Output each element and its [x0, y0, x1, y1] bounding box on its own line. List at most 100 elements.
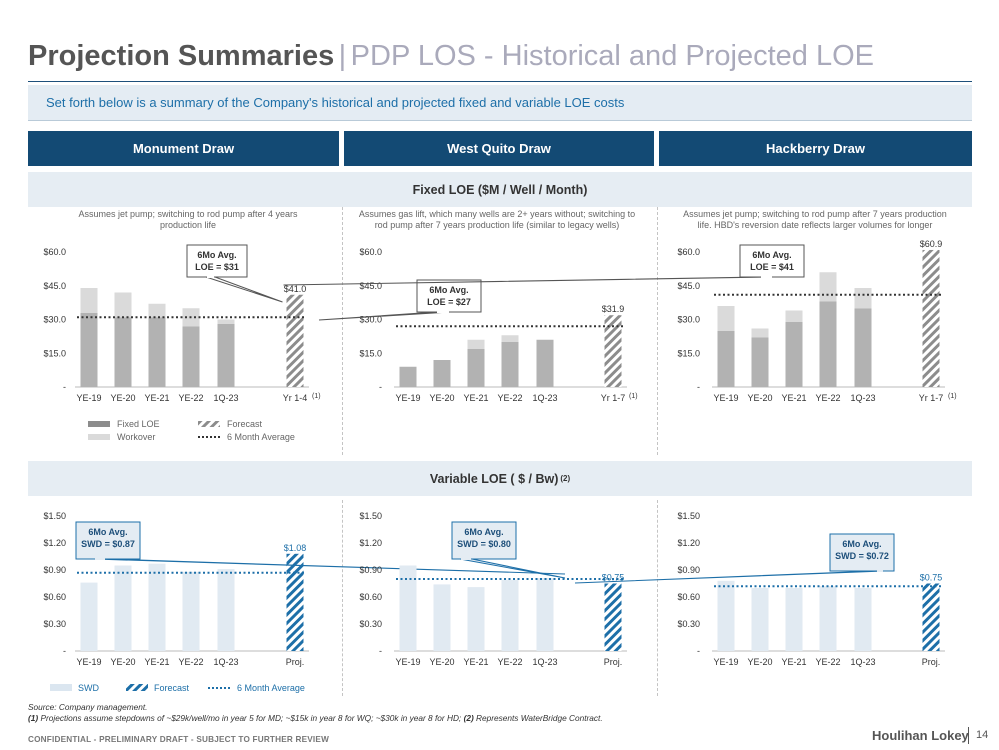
x-tick-label: YE-22 — [815, 393, 840, 403]
bar-swd — [114, 565, 132, 651]
callout-value: SWD = $0.80 — [457, 539, 511, 549]
subtitle-box: Set forth below is a summary of the Comp… — [28, 85, 972, 121]
chart-note: Assumes jet pump; switching to rod pump … — [683, 209, 947, 230]
x-tick-label: 1Q-23 — [532, 657, 557, 667]
x-tick-label: YE-20 — [110, 393, 135, 403]
bar-workover — [80, 288, 98, 313]
x-tick-label: YE-20 — [429, 657, 454, 667]
x-tick-label: YE-19 — [76, 393, 101, 403]
legend-avg: 6 Month Average — [237, 683, 305, 693]
callout-box — [739, 244, 805, 278]
y-tick-label: - — [63, 646, 66, 656]
y-tick-label: - — [697, 382, 700, 392]
y-tick-label: $0.90 — [677, 565, 700, 575]
x-tick-label: Yr 1-7 — [601, 393, 626, 403]
y-tick-label: $60.0 — [359, 247, 382, 257]
x-tick-label: 1Q-23 — [532, 393, 557, 403]
callout-tail — [574, 570, 885, 584]
x-tick-label: Yr 1-7 — [919, 393, 944, 403]
y-tick-label: $60.0 — [43, 247, 66, 257]
x-tick-footnote: (1) — [629, 393, 638, 400]
x-tick-label: YE-22 — [497, 393, 522, 403]
page-title-separator: | — [338, 40, 347, 72]
bar-fixed-loe — [433, 360, 451, 387]
legend-forecast: Forecast — [227, 419, 263, 429]
x-tick-label: Proj. — [604, 657, 623, 667]
y-tick-label: $15.0 — [677, 348, 700, 358]
bar-swd — [819, 586, 837, 651]
bar-fixed-loe — [148, 317, 166, 387]
bar-workover — [217, 319, 235, 324]
bar-swd — [785, 588, 803, 651]
divider — [657, 207, 658, 455]
callout-tail — [318, 311, 451, 321]
x-tick-label: YE-22 — [815, 657, 840, 667]
x-tick-label: Yr 1-4 — [283, 393, 308, 403]
y-tick-label: $1.50 — [359, 511, 382, 521]
callout-value: LOE = $31 — [195, 262, 239, 272]
legend-swatch-forecast — [126, 684, 148, 691]
callout-label: 6Mo Avg. — [842, 539, 881, 549]
bar-swd — [217, 569, 235, 651]
callout-label: 6Mo Avg. — [429, 285, 468, 295]
y-tick-label: $0.60 — [677, 592, 700, 602]
bar-workover — [148, 303, 166, 318]
bar-workover — [717, 306, 735, 331]
bar-fixed-loe — [751, 337, 769, 387]
x-tick-label: 1Q-23 — [213, 393, 238, 403]
forecast-data-label: $0.75 — [602, 573, 625, 583]
y-tick-label: $30.0 — [677, 315, 700, 325]
forecast-data-label: $31.9 — [602, 304, 625, 314]
x-tick-label: YE-19 — [395, 393, 420, 403]
bar-workover — [819, 272, 837, 302]
bar-fixed-loe — [114, 317, 132, 387]
chart-note-line: rod pump after 7 years production life (… — [375, 220, 620, 230]
y-tick-label: $45.0 — [359, 281, 382, 291]
bar-fixed-loe — [80, 312, 98, 387]
callout-label: 6Mo Avg. — [197, 250, 236, 260]
x-tick-label: YE-19 — [395, 657, 420, 667]
x-tick-label: YE-21 — [463, 393, 488, 403]
x-tick-label: Proj. — [922, 657, 941, 667]
callout-label: 6Mo Avg. — [464, 527, 503, 537]
variable-loe-footnote: (2) — [560, 474, 571, 483]
divider — [657, 500, 658, 696]
bar-fixed-loe — [467, 348, 485, 387]
callout-box — [186, 244, 248, 278]
legend-fixed-loe: Fixed LOE — [117, 419, 160, 429]
y-tick-label: $0.90 — [359, 565, 382, 575]
bar-workover — [751, 328, 769, 338]
chart-note: Assumes jet pump; switching to rod pump … — [78, 209, 298, 230]
callout-label: 6Mo Avg. — [752, 250, 791, 260]
bar-swd — [467, 587, 485, 651]
column-header-hackberry: Hackberry Draw — [659, 131, 972, 166]
y-tick-label: $0.30 — [677, 619, 700, 629]
variable-loe-title: Variable LOE ( $ / Bw) — [429, 471, 559, 486]
y-tick-label: $0.90 — [43, 565, 66, 575]
y-tick-label: $1.50 — [43, 511, 66, 521]
bar-workover — [182, 308, 200, 327]
chart-note-line: life. HBD's reversion date reflects larg… — [698, 220, 933, 230]
callout-tail — [205, 276, 283, 303]
callout-value: SWD = $0.72 — [835, 551, 889, 561]
title-rule — [28, 81, 972, 82]
bar-fixed-loe — [819, 301, 837, 387]
fixed-legend: Fixed LOE Workover Forecast 6 Month Aver… — [88, 419, 295, 442]
y-tick-label: $15.0 — [43, 348, 66, 358]
column-header-monument: Monument Draw — [28, 131, 339, 166]
page-title: Projection Summaries | PDP LOS - Histori… — [28, 40, 874, 73]
legend-swatch-forecast — [198, 421, 220, 427]
forecast-data-label: $1.08 — [284, 543, 307, 553]
legend-forecast: Forecast — [154, 683, 190, 693]
x-tick-label: YE-19 — [713, 657, 738, 667]
brand-logo: Houlihan Lokey — [872, 728, 969, 743]
y-tick-label: $1.50 — [677, 511, 700, 521]
page-number: 14 — [976, 729, 989, 741]
footnotes: Source: Company management. (1) Projecti… — [28, 702, 603, 724]
legend-workover: Workover — [117, 432, 155, 442]
y-tick-label: $0.30 — [43, 619, 66, 629]
x-tick-label: YE-20 — [110, 657, 135, 667]
callout-value: SWD = $0.87 — [81, 539, 135, 549]
y-tick-label: - — [379, 382, 382, 392]
bar-forecast — [604, 583, 622, 651]
